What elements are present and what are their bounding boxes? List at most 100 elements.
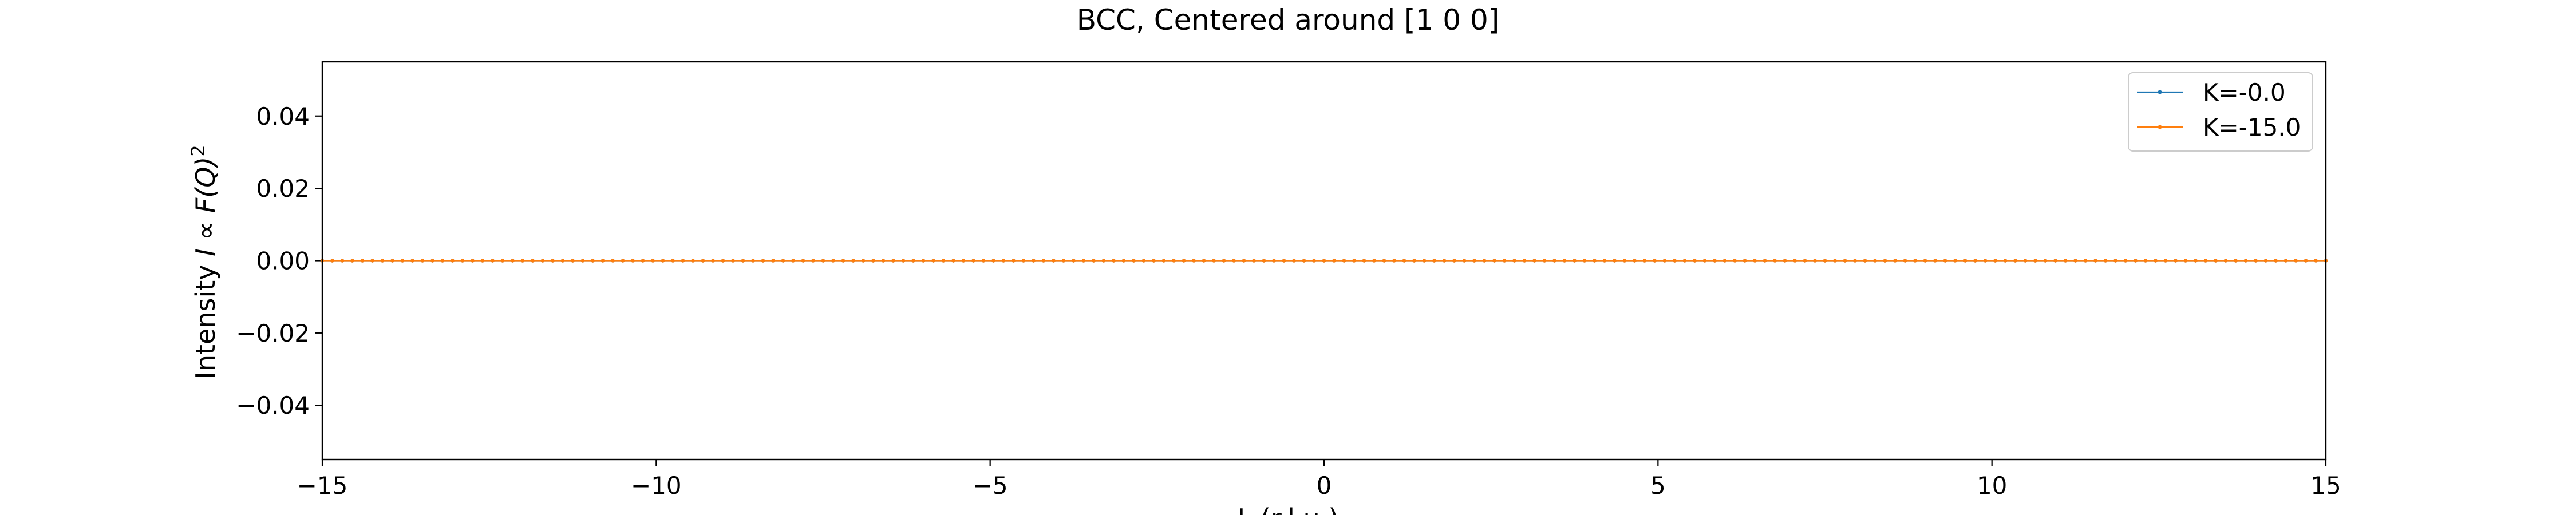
data-point [1432, 259, 1436, 263]
x-tick-label: −15 [297, 472, 348, 500]
data-point [1452, 259, 1456, 263]
data-point [440, 259, 445, 263]
data-point [1041, 259, 1046, 263]
data-point [881, 259, 886, 263]
data-point [1282, 259, 1286, 263]
data-point [1092, 259, 1096, 263]
data-point [981, 259, 986, 263]
data-point [1152, 259, 1156, 263]
data-point [2103, 259, 2108, 263]
data-point [511, 259, 515, 263]
data-point [1853, 259, 1857, 263]
data-point [951, 259, 955, 263]
data-point [2263, 259, 2268, 263]
data-point [2283, 259, 2288, 263]
data-point [1061, 259, 1066, 263]
data-point [1983, 259, 1988, 263]
data-point [831, 259, 835, 263]
data-point [1502, 259, 1507, 263]
data-point [1783, 259, 1787, 263]
data-point [2174, 259, 2178, 263]
data-point [2163, 259, 2168, 263]
data-point [1733, 259, 1737, 263]
data-point [540, 259, 545, 263]
data-point [751, 259, 755, 263]
data-point [1202, 259, 1206, 263]
data-point [1713, 259, 1717, 263]
data-point [1573, 259, 1577, 263]
data-point [671, 259, 675, 263]
data-point [971, 259, 975, 263]
data-point [701, 259, 705, 263]
data-point [681, 259, 685, 263]
data-point [801, 259, 805, 263]
x-tick-label: −10 [631, 472, 682, 500]
y-tick-label: −0.04 [236, 391, 310, 419]
data-point [2093, 259, 2097, 263]
y-axis-label: Intensity I ∝ F(Q)2 [187, 145, 221, 379]
data-point [451, 259, 455, 263]
x-tick-label: 15 [2310, 472, 2341, 500]
data-point [1913, 259, 1917, 263]
y-tick-label: −0.02 [236, 319, 310, 347]
data-point [1412, 259, 1416, 263]
data-point [1052, 259, 1056, 263]
data-point [1382, 259, 1386, 263]
x-tick-label: 5 [1650, 472, 1666, 500]
data-point [641, 259, 645, 263]
data-point [1032, 259, 1036, 263]
data-point [1472, 259, 1476, 263]
data-point [2023, 259, 2028, 263]
data-point [1121, 259, 1126, 263]
data-point [2223, 259, 2228, 263]
legend-marker-k0 [2158, 90, 2162, 94]
data-point [691, 259, 695, 263]
data-point [991, 259, 995, 263]
data-point [1302, 259, 1306, 263]
y-tick-label: 0.00 [256, 247, 310, 275]
data-point [1332, 259, 1336, 263]
y-axis: −0.04 −0.02 0.00 0.02 0.04 [236, 102, 322, 419]
data-point [1883, 259, 1887, 263]
data-point [560, 259, 565, 263]
data-point [1222, 259, 1226, 263]
data-point [921, 259, 926, 263]
series-layer [320, 259, 2328, 263]
data-point [1262, 259, 1266, 263]
data-point [2294, 259, 2298, 263]
legend-label-k0: K=-0.0 [2203, 78, 2286, 106]
data-point [2053, 259, 2057, 263]
data-point [851, 259, 855, 263]
data-point [1272, 259, 1276, 263]
data-point [1813, 259, 1817, 263]
axes-frame [321, 61, 2327, 461]
data-point [460, 259, 465, 263]
data-point [891, 259, 895, 263]
data-point [1823, 259, 1827, 263]
data-point [1722, 259, 1727, 263]
data-point [2234, 259, 2238, 263]
data-point [1552, 259, 1556, 263]
data-point [791, 259, 795, 263]
data-point [520, 259, 525, 263]
data-point [1182, 259, 1186, 263]
data-point [1773, 259, 1777, 263]
x-tick-label: 10 [1977, 472, 2007, 500]
data-point [491, 259, 495, 263]
data-point [480, 259, 485, 263]
data-point [1953, 259, 1957, 263]
x-axis: −15 −10 −5 0 5 10 15 [297, 459, 2341, 500]
data-point [661, 259, 665, 263]
data-point [621, 259, 625, 263]
legend: K=-0.0 K=-15.0 [2128, 72, 2313, 152]
data-point [430, 259, 434, 263]
data-point [1833, 259, 1837, 263]
data-point [961, 259, 966, 263]
data-point [771, 259, 775, 263]
data-point [1682, 259, 1687, 263]
data-point [1101, 259, 1106, 263]
data-point [811, 259, 815, 263]
data-point [941, 259, 946, 263]
data-point [471, 259, 475, 263]
